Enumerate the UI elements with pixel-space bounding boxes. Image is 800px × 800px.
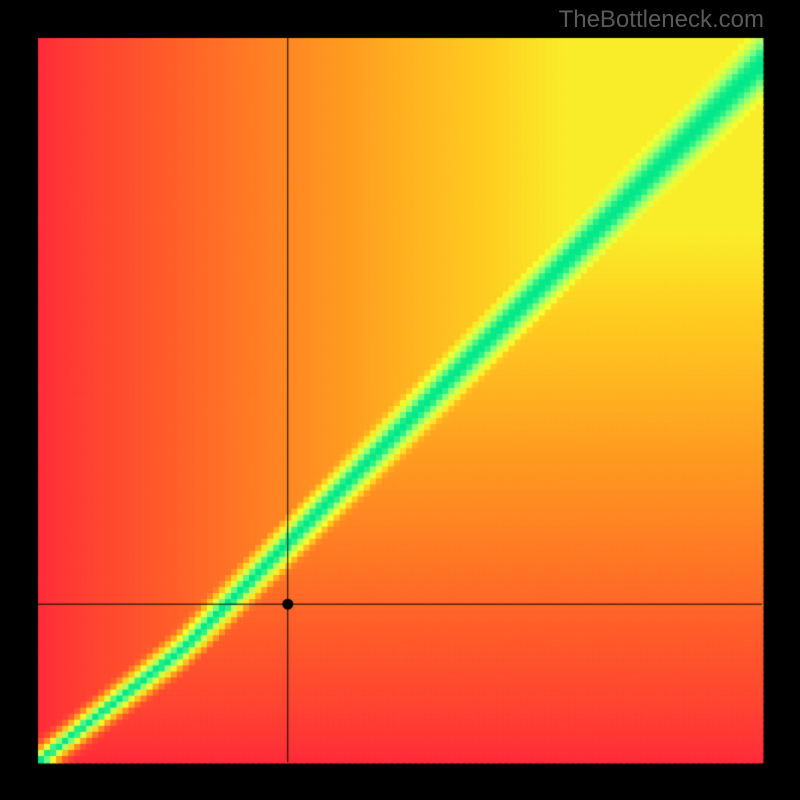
watermark-text: TheBottleneck.com <box>559 6 764 34</box>
bottleneck-heatmap <box>0 0 800 800</box>
